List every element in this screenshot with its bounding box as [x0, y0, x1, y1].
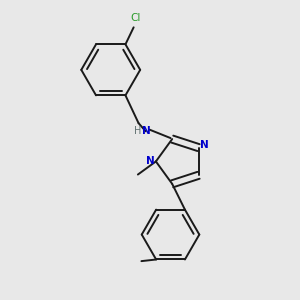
Text: H: H: [134, 126, 141, 136]
Text: Cl: Cl: [130, 13, 140, 23]
Text: N: N: [142, 126, 151, 136]
Text: N: N: [146, 156, 154, 166]
Text: N: N: [200, 140, 209, 150]
